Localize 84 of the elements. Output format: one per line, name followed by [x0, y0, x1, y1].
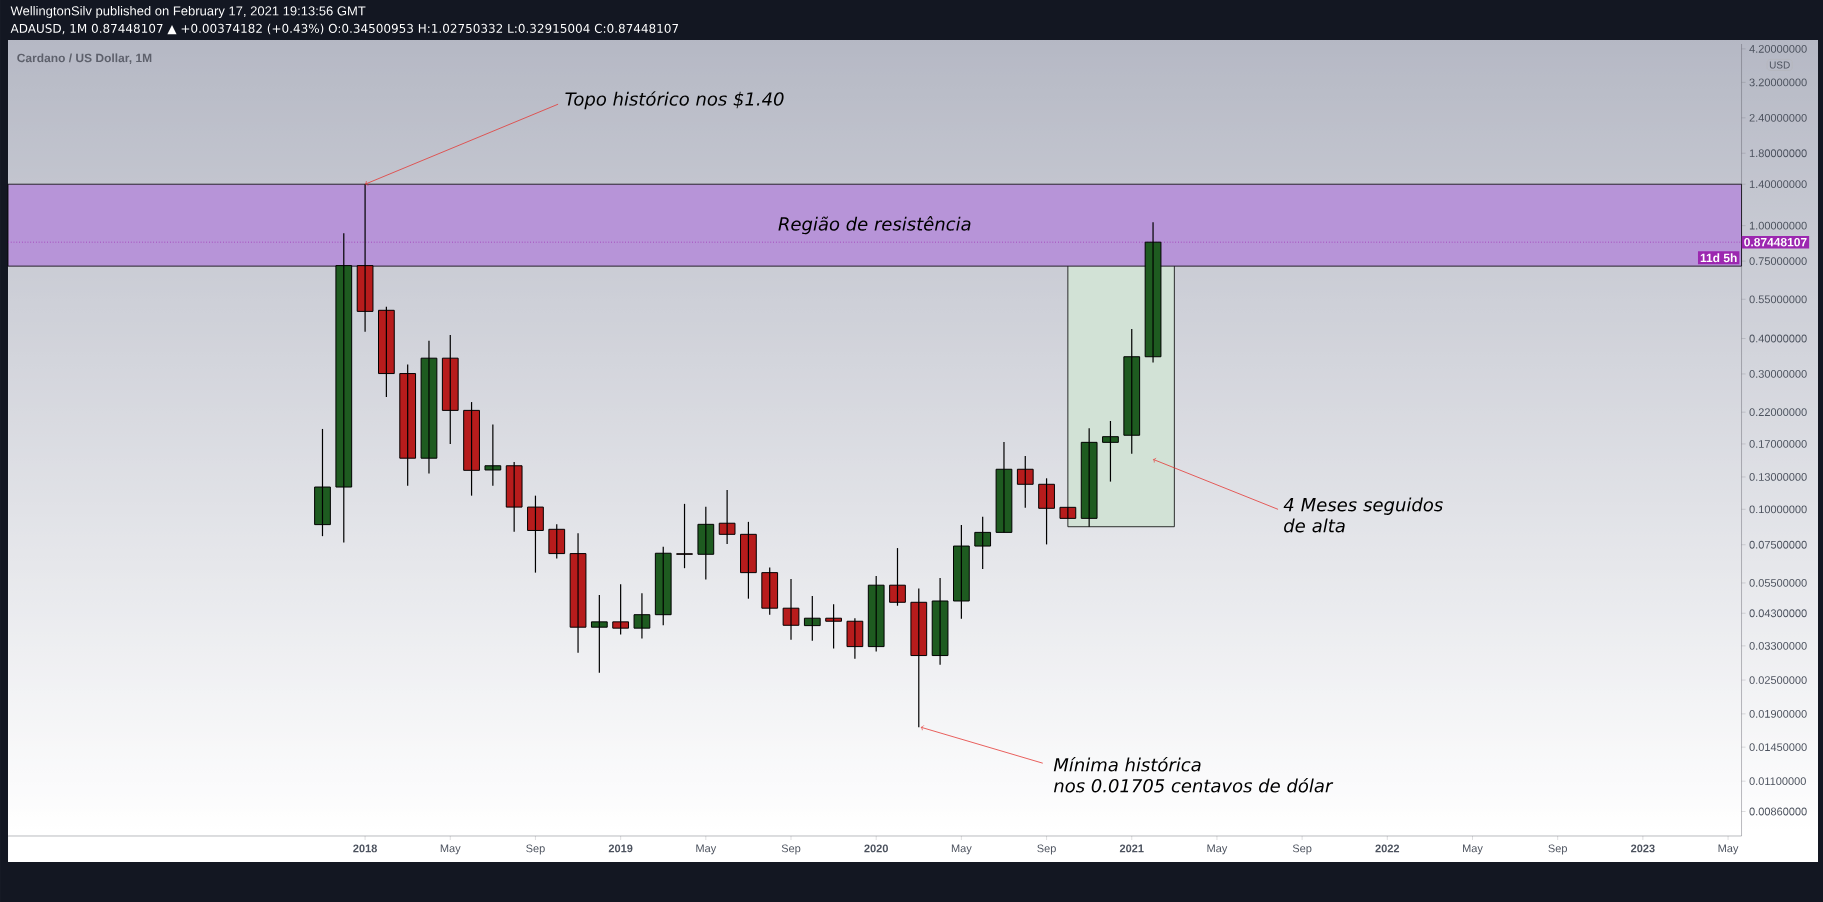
y-tick-label: 0.10000000	[1749, 505, 1807, 514]
y-tick-label: 0.30000000	[1749, 370, 1807, 378]
y-tick-label: 1.40000000	[1749, 180, 1807, 189]
annotation: Mínima histórica	[1053, 756, 1201, 772]
candlestick	[676, 503, 693, 569]
candlestick	[654, 546, 672, 626]
candlestick	[803, 595, 821, 642]
text: Cardano / US Dollar, 1M	[17, 53, 152, 64]
y-axis-title: USD	[1769, 61, 1790, 69]
candlestick	[825, 603, 842, 650]
band-label: Região de resistência	[778, 216, 971, 235]
y-tick-label: 0.01100000	[1749, 777, 1806, 786]
x-tick-label: Sep	[1037, 844, 1056, 855]
y-tick-label: 0.05500000	[1749, 579, 1807, 587]
y-tick-label: 1.80000000	[1749, 149, 1807, 158]
candlestick	[399, 364, 417, 487]
y-tick-label: 1.00000000	[1749, 221, 1807, 230]
y-tick-label: 0.07500000	[1749, 540, 1807, 549]
candlestick	[889, 547, 906, 607]
annotation: 11d 5h	[1700, 253, 1737, 263]
x-tick-label: 2023	[1631, 844, 1655, 853]
candlestick	[697, 506, 715, 581]
candlestick	[463, 401, 480, 497]
x-tick-label: 2021	[1119, 844, 1144, 853]
y-tick-label: 3.20000000	[1749, 78, 1807, 87]
y-tick-label: 0.01450000	[1749, 743, 1807, 752]
x-tick-label: Sep	[1548, 844, 1567, 855]
candlestick	[420, 340, 438, 475]
y-tick-label: 0.04300000	[1749, 609, 1807, 618]
candlestick	[782, 578, 800, 641]
x-tick-label: May	[1718, 844, 1739, 855]
y-tick-label: 0.75000000	[1749, 257, 1807, 265]
x-tick-label: May	[696, 844, 717, 855]
x-tick-label: 2019	[608, 844, 633, 853]
candlestick	[612, 583, 630, 636]
candlestick	[484, 423, 502, 487]
candlestick	[1038, 477, 1055, 546]
annotation: 4 Meses seguidos de alta	[1283, 497, 1443, 533]
candlestick	[1102, 420, 1119, 483]
annotation: nos 0.01705 centavos de dólar	[1053, 777, 1334, 793]
candlestick	[505, 461, 523, 533]
candlestick	[569, 532, 587, 654]
candlestick	[974, 516, 992, 570]
candlestick	[314, 428, 331, 537]
y-tick-label: 0.00860000	[1749, 807, 1807, 816]
candlestick	[441, 334, 459, 445]
candlestick	[527, 495, 544, 574]
candlestick	[910, 587, 928, 728]
candlestick	[1123, 328, 1141, 455]
x-tick-label: Sep	[1292, 844, 1312, 855]
y-tick-label: 2.40000000	[1749, 113, 1807, 122]
candlestick	[548, 523, 566, 560]
x-tick-label: 2020	[864, 844, 888, 853]
y-tick-label: 0.03300000	[1749, 641, 1807, 650]
x-tick-label: May	[1207, 844, 1228, 855]
y-tick-label: 0.22000000	[1749, 408, 1807, 417]
candlestick	[633, 592, 651, 640]
candlestick	[953, 524, 970, 620]
text: ADAUSD, 1M 0.87448107 ▲ +0.00374182 (+0.43%) O:0.34500953 H:1.02750332 L:0.32915004 C:0.87448107	[10, 23, 679, 35]
candlestick	[378, 306, 395, 398]
x-tick-label: May	[951, 844, 972, 855]
candlestick	[761, 566, 779, 616]
y-tick-label: 0.17000000	[1749, 440, 1807, 448]
x-tick-label: Sep	[781, 844, 801, 855]
candlestick	[590, 594, 608, 674]
x-tick-label: May	[1463, 844, 1483, 855]
y-tick-label: 4.20000000	[1749, 44, 1807, 53]
x-tick-label: Sep	[526, 844, 545, 855]
candlestick	[867, 575, 885, 653]
x-tick-label: 2018	[353, 844, 377, 853]
x-tick-label: May	[440, 844, 461, 855]
candlestick	[1016, 455, 1034, 509]
candlestick	[740, 521, 757, 600]
ref-line-label: 0.87448107	[1744, 237, 1807, 247]
y-tick-label: 0.55000000	[1749, 295, 1807, 304]
text: WellingtonSilv published on February 17, 2021 19:13:56 GMT	[10, 5, 366, 19]
x-tick-label: 2022	[1375, 844, 1400, 853]
y-tick-label: 0.40000000	[1749, 334, 1807, 343]
y-tick-label: 0.13000000	[1749, 473, 1807, 481]
candlestick	[995, 441, 1013, 533]
y-tick-label: 0.01900000	[1749, 709, 1807, 718]
y-tick-label: 0.02500000	[1749, 676, 1807, 684]
annotation: Topo histórico nos $1.40	[565, 91, 784, 110]
candlestick	[931, 577, 949, 666]
